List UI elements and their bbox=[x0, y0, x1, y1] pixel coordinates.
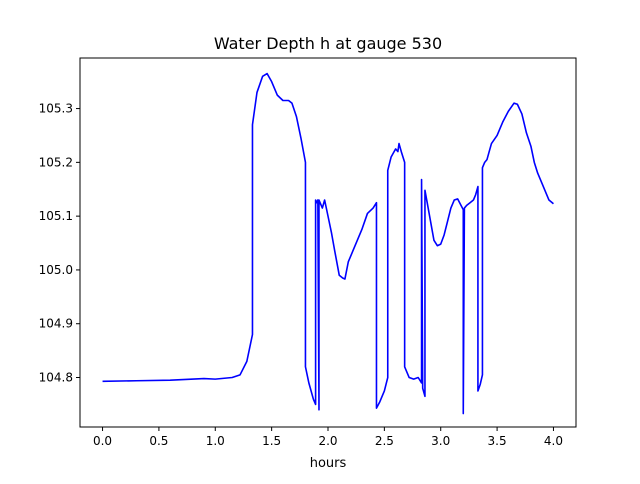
x-tick-label: 3.5 bbox=[488, 434, 507, 448]
series-line-0 bbox=[102, 72, 554, 415]
x-axis-label: hours bbox=[310, 456, 347, 471]
plot-area bbox=[102, 72, 554, 415]
x-tick-label: 2.0 bbox=[318, 434, 337, 448]
x-tick-label: 3.0 bbox=[431, 434, 450, 448]
chart-title: Water Depth h at gauge 530 bbox=[214, 34, 442, 53]
y-tick-label: 104.8 bbox=[39, 371, 73, 385]
x-axis: 0.0 0.5 1.0 1.5 2.0 2.5 3.0 3.5 4.0 bbox=[93, 427, 563, 448]
y-tick-label: 104.9 bbox=[39, 317, 73, 331]
y-tick-label: 105.1 bbox=[39, 209, 73, 223]
x-tick-label: 1.0 bbox=[206, 434, 225, 448]
x-tick-label: 0.5 bbox=[149, 434, 168, 448]
x-tick-label: 4.0 bbox=[544, 434, 563, 448]
x-tick-label: 1.5 bbox=[262, 434, 281, 448]
y-tick-label: 105.3 bbox=[39, 102, 73, 116]
y-tick-label: 105.2 bbox=[39, 155, 73, 169]
x-tick-label: 2.5 bbox=[375, 434, 394, 448]
y-tick-label: 105.0 bbox=[39, 263, 73, 277]
y-axis: 104.8 104.9 105.0 105.1 105.2 105.3 bbox=[39, 102, 80, 385]
x-tick-label: 0.0 bbox=[93, 434, 112, 448]
